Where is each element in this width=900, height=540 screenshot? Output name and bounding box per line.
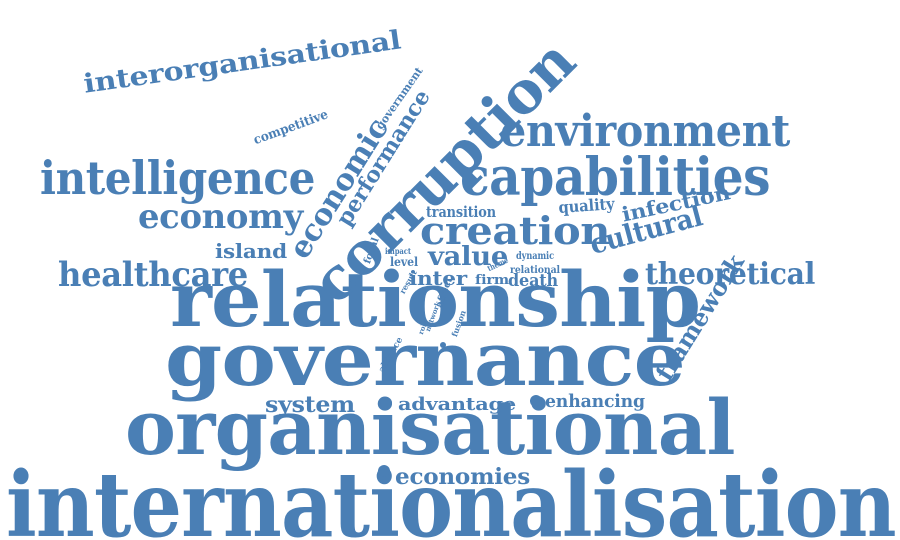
word-healthcare: healthcare xyxy=(58,255,248,295)
word-capabilities: capabilities xyxy=(460,147,771,208)
word-relational: relational xyxy=(510,265,561,276)
word-internationalisation: internationalisation xyxy=(6,452,897,540)
word-advantage: advantage xyxy=(398,394,516,415)
decorative-dot xyxy=(530,395,542,407)
word-organisational: organisational xyxy=(125,383,735,472)
word-value: value xyxy=(428,242,509,272)
decorative-dot xyxy=(380,397,392,409)
word-death: death xyxy=(508,271,559,291)
word-environment: environment xyxy=(500,106,790,157)
word-dynamic: dynamic xyxy=(516,251,554,262)
word-firm: firm xyxy=(475,273,509,288)
word-economies: economies xyxy=(395,464,530,490)
word-system: system xyxy=(265,392,355,418)
word-relationship: relationship xyxy=(170,255,701,344)
word-inter: inter xyxy=(409,266,467,290)
word-level: level xyxy=(390,255,418,269)
word-interorganisational: interorganisational xyxy=(81,25,403,100)
word-enhancing: enhancing xyxy=(545,391,645,412)
word-economy: economy xyxy=(138,197,303,237)
decorative-dot xyxy=(440,342,446,348)
word-quality: quality xyxy=(557,194,616,217)
word-impact: impact xyxy=(385,246,412,256)
word-transition: transition xyxy=(426,203,496,221)
word-creation: creation xyxy=(420,208,611,253)
word-intelligence: intelligence xyxy=(40,151,315,205)
word-island: island xyxy=(215,239,288,263)
decorative-dot xyxy=(378,465,390,477)
word-governance: governance xyxy=(165,317,686,403)
word-theoretical: theoretical xyxy=(645,257,816,292)
word-competitive: competitive xyxy=(251,107,331,149)
